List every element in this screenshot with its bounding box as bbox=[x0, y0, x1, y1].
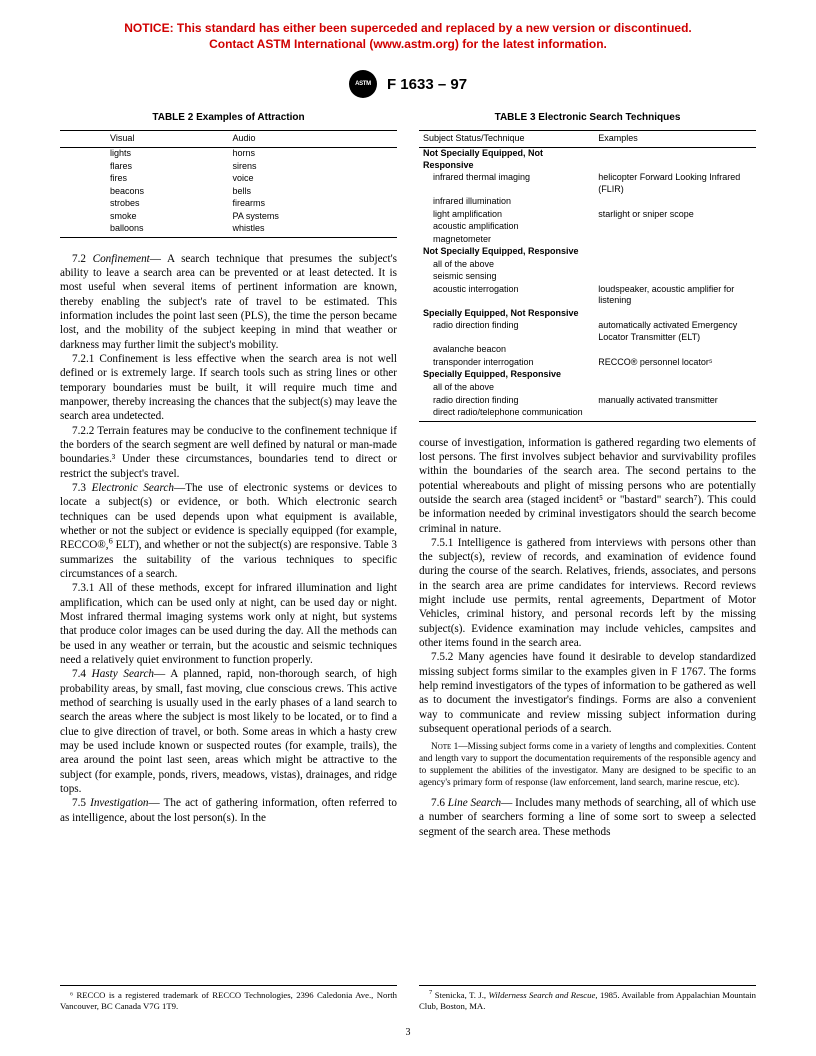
table-row: infrared illumination bbox=[419, 196, 756, 209]
table-row: flaressirens bbox=[60, 160, 397, 173]
section-7-2-2: 7.2.2 Terrain features may be conducive … bbox=[60, 424, 397, 481]
section-7-3-1: 7.3.1 All of these methods, except for i… bbox=[60, 581, 397, 667]
left-column: TABLE 2 Examples of Attraction Visual Au… bbox=[60, 112, 397, 839]
table-row: strobesfirearms bbox=[60, 198, 397, 211]
section-7-5: 7.5 Investigation— The act of gathering … bbox=[60, 796, 397, 825]
table3-title: TABLE 3 Electronic Search Techniques bbox=[419, 112, 756, 125]
footnote-6: ⁶ RECCO is a registered trademark of REC… bbox=[60, 985, 397, 1012]
table-row: transponder interrogationRECCO® personne… bbox=[419, 356, 756, 369]
section-7-2-1: 7.2.1 Confinement is less effective when… bbox=[60, 352, 397, 424]
section-7-3: 7.3 Electronic Search—The use of electro… bbox=[60, 481, 397, 581]
section-7-5-1: 7.5.1 Intelligence is gathered from inte… bbox=[419, 536, 756, 651]
section-7-4: 7.4 Hasty Search— A planned, rapid, non-… bbox=[60, 667, 397, 796]
table-row: direct radio/telephone communication bbox=[419, 407, 756, 422]
table-row: infrared thermal imaginghelicopter Forwa… bbox=[419, 172, 756, 196]
table2-header-visual: Visual bbox=[60, 131, 229, 148]
section-7-6: 7.6 Line Search— Includes many methods o… bbox=[419, 796, 756, 839]
table-row: beaconsbells bbox=[60, 185, 397, 198]
table3-header-technique: Subject Status/Technique bbox=[419, 131, 594, 148]
table-row: seismic sensing bbox=[419, 271, 756, 284]
table-row: acoustic amplification bbox=[419, 221, 756, 234]
document-id: F 1633 – 97 bbox=[387, 76, 467, 93]
table-section-head: Specially Equipped, Responsive bbox=[419, 369, 756, 382]
section-7-5-2: 7.5.2 Many agencies have found it desira… bbox=[419, 650, 756, 736]
table-row: firesvoice bbox=[60, 173, 397, 186]
notice-banner: NOTICE: This standard has either been su… bbox=[60, 20, 756, 52]
table-row: radio direction findingautomatically act… bbox=[419, 320, 756, 344]
document-header: F 1633 – 97 bbox=[60, 70, 756, 98]
table2-header-audio: Audio bbox=[229, 131, 398, 148]
table-row: all of the above bbox=[419, 381, 756, 394]
section-7-5-continued: course of investigation, information is … bbox=[419, 436, 756, 536]
table-row: lightshorns bbox=[60, 147, 397, 160]
table-section-head: Not Specially Equipped, Not Responsive bbox=[419, 147, 756, 172]
table-row: light amplificationstarlight or sniper s… bbox=[419, 208, 756, 221]
table2-title: TABLE 2 Examples of Attraction bbox=[60, 112, 397, 125]
table3: Subject Status/Technique Examples Not Sp… bbox=[419, 130, 756, 421]
table-section-head: Not Specially Equipped, Responsive bbox=[419, 246, 756, 259]
table-row: magnetometer bbox=[419, 233, 756, 246]
section-7-2: 7.2 Confinement— A search technique that… bbox=[60, 252, 397, 352]
right-column: TABLE 3 Electronic Search Techniques Sub… bbox=[419, 112, 756, 839]
note-1: Note 1—Missing subject forms come in a v… bbox=[419, 742, 756, 790]
table-row: radio direction findingmanually activate… bbox=[419, 394, 756, 407]
footnotes: ⁶ RECCO is a registered trademark of REC… bbox=[60, 985, 756, 1012]
table-row: all of the above bbox=[419, 258, 756, 271]
table-row: acoustic interrogationloudspeaker, acous… bbox=[419, 283, 756, 307]
table3-header-examples: Examples bbox=[594, 131, 756, 148]
table-row: avalanche beacon bbox=[419, 344, 756, 357]
astm-logo bbox=[349, 70, 377, 98]
page-number: 3 bbox=[0, 1027, 816, 1038]
footnote-7: 7 Stenicka, T. J., Wilderness Search and… bbox=[419, 985, 756, 1012]
table-section-head: Specially Equipped, Not Responsive bbox=[419, 307, 756, 320]
table-row: smokePA systems bbox=[60, 210, 397, 223]
table-row: balloonswhistles bbox=[60, 223, 397, 238]
notice-line2: Contact ASTM International (www.astm.org… bbox=[209, 37, 607, 51]
content-columns: TABLE 2 Examples of Attraction Visual Au… bbox=[60, 112, 756, 839]
notice-line1: NOTICE: This standard has either been su… bbox=[124, 21, 691, 35]
table2: Visual Audio lightshornsflaressirensfire… bbox=[60, 130, 397, 238]
